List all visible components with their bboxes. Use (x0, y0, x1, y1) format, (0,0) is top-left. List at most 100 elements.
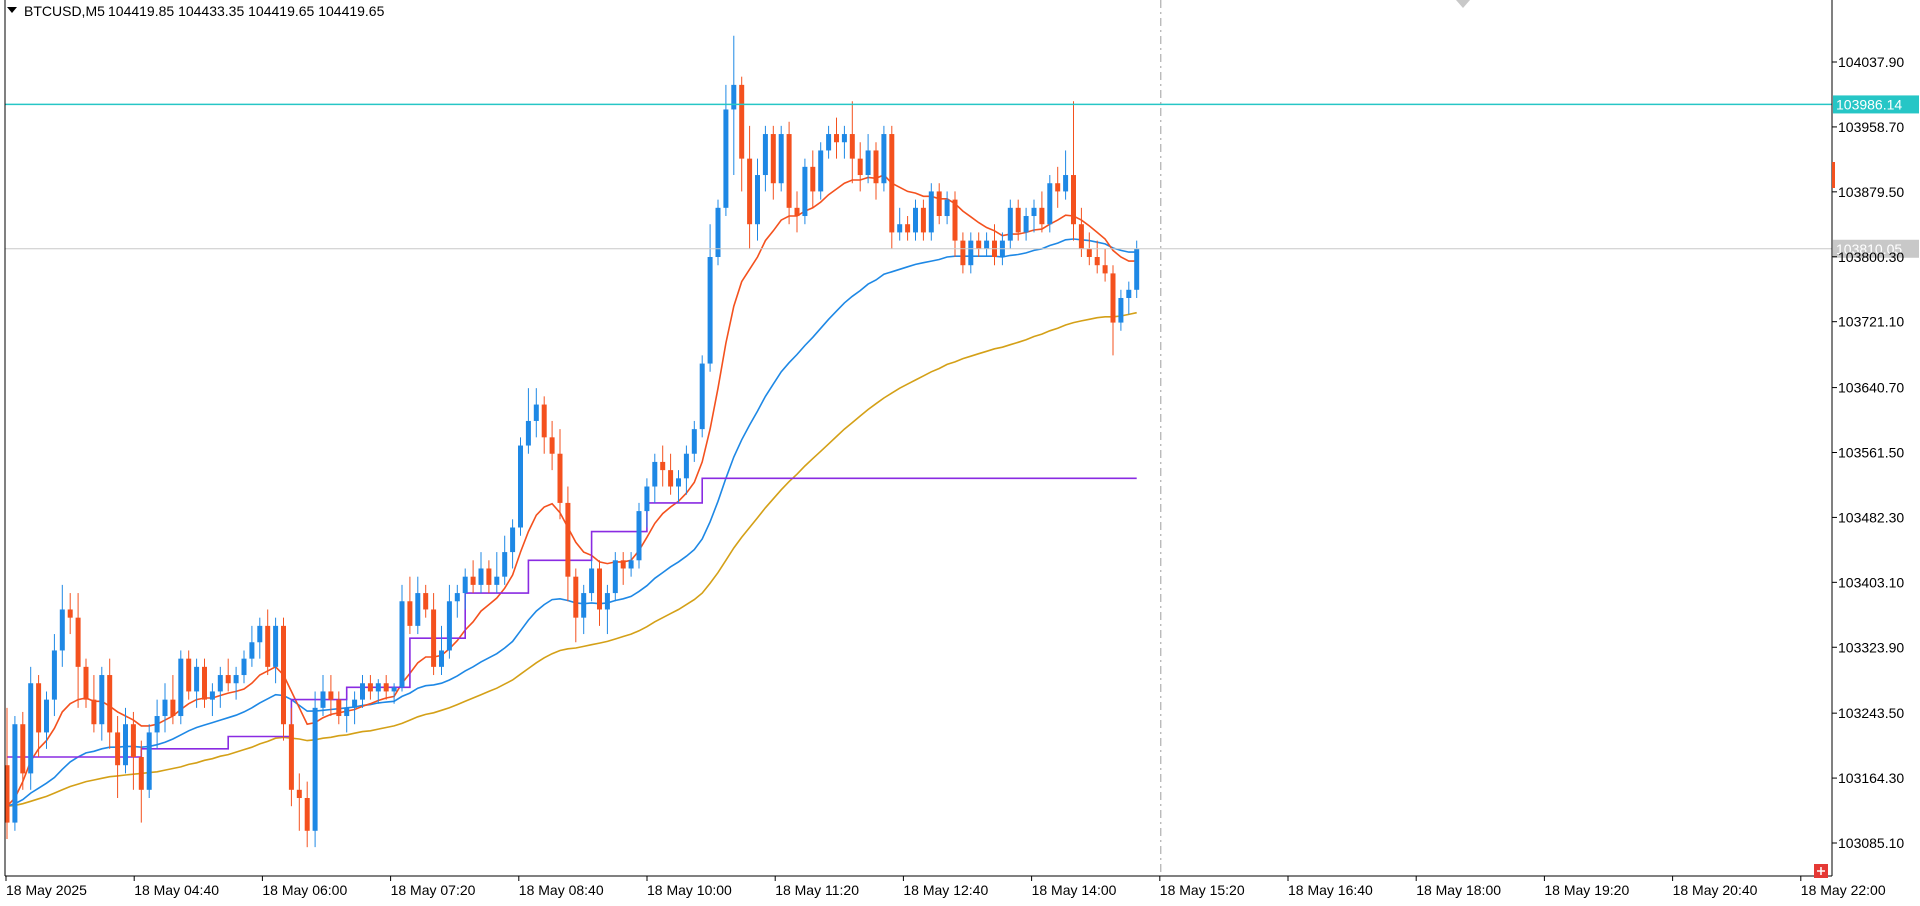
candle-body (913, 207, 918, 233)
candle (897, 207, 903, 241)
candle (968, 232, 974, 274)
candle (1102, 248, 1108, 282)
candle (312, 691, 318, 848)
candle-body (4, 765, 10, 823)
candle (826, 125, 832, 159)
chart-shift-marker[interactable] (1814, 864, 1828, 878)
candle-body (612, 560, 618, 594)
candle (352, 691, 358, 725)
price-tick-label: 103085.10 (1838, 835, 1904, 851)
candle-body (391, 687, 397, 692)
candle (202, 658, 207, 708)
candle (391, 683, 397, 704)
candle-body (12, 724, 18, 823)
candle (170, 675, 176, 725)
candle (747, 125, 753, 249)
candle (44, 691, 49, 749)
collapse-triangle-icon[interactable] (7, 7, 17, 13)
candle-body (660, 461, 666, 471)
price-tag-label: 103810.05 (1836, 241, 1902, 257)
candle-body (20, 724, 26, 774)
candle (510, 519, 516, 569)
candle-body (525, 420, 531, 446)
candle (928, 183, 934, 241)
candle (905, 216, 911, 241)
plus-icon (1817, 867, 1825, 875)
scroll-marker-icon[interactable] (1456, 0, 1470, 8)
candle (265, 609, 271, 676)
candle (146, 724, 152, 798)
candle (115, 716, 121, 798)
candle (699, 355, 705, 438)
candle-body (644, 486, 650, 512)
candle-body (762, 134, 768, 176)
candle-body (375, 683, 381, 692)
candle (818, 142, 824, 200)
price-tick-label: 103164.30 (1838, 770, 1904, 786)
candle-body (1126, 289, 1132, 298)
candle-body (1063, 175, 1069, 192)
candle-body (439, 650, 444, 667)
candle (668, 453, 674, 495)
candle-body (589, 568, 595, 594)
candle (336, 691, 342, 725)
candle-body (984, 240, 990, 249)
candle-body (699, 363, 705, 430)
candle-body (628, 560, 634, 569)
candle (589, 560, 595, 602)
time-tick-label: 18 May 16:40 (1288, 882, 1373, 898)
candle-body (431, 609, 437, 667)
candle-body (162, 699, 168, 717)
candle-body (810, 166, 816, 192)
candle (770, 125, 776, 200)
candle (462, 568, 468, 610)
price-tag (1833, 239, 1919, 258)
candle-body (423, 593, 429, 610)
candle (778, 125, 784, 192)
candle (154, 699, 160, 749)
candle (565, 486, 571, 602)
candle-body (952, 199, 958, 241)
candle-body (1110, 273, 1116, 323)
candle-body (367, 683, 373, 692)
price-tick-label: 103403.10 (1838, 574, 1904, 590)
candle (20, 711, 26, 790)
candle (889, 125, 895, 249)
candle (834, 117, 839, 159)
candle-body (407, 601, 413, 626)
candle-body (936, 191, 942, 217)
candle (241, 650, 247, 684)
candle-body (328, 691, 334, 700)
candle-body (747, 158, 753, 225)
candle-body (1086, 248, 1092, 258)
candle-body (1055, 183, 1061, 192)
candle-body (841, 134, 847, 143)
candle-body (107, 675, 113, 733)
candle-body (59, 609, 65, 651)
candle-body (565, 502, 571, 577)
candle (186, 650, 192, 700)
candle-body (510, 527, 516, 553)
candle-body (818, 150, 824, 192)
candle-body (960, 240, 966, 266)
candle-body (249, 642, 255, 659)
candle-body (265, 625, 271, 667)
candle (360, 675, 365, 708)
candle-body (257, 625, 263, 643)
candle (415, 576, 421, 635)
candle-body (241, 658, 247, 676)
candle-body (723, 109, 729, 208)
candle (257, 617, 263, 659)
candle-body (581, 593, 587, 618)
candle (28, 666, 34, 790)
candle (478, 552, 484, 594)
price-tick-label: 103243.50 (1838, 705, 1904, 721)
price-tick-label: 104037.90 (1838, 54, 1904, 70)
candle-body (194, 666, 200, 692)
candle-body (217, 675, 223, 692)
candle-body (897, 224, 903, 233)
price-tick-label: 103879.50 (1838, 184, 1904, 200)
candle (51, 634, 57, 717)
